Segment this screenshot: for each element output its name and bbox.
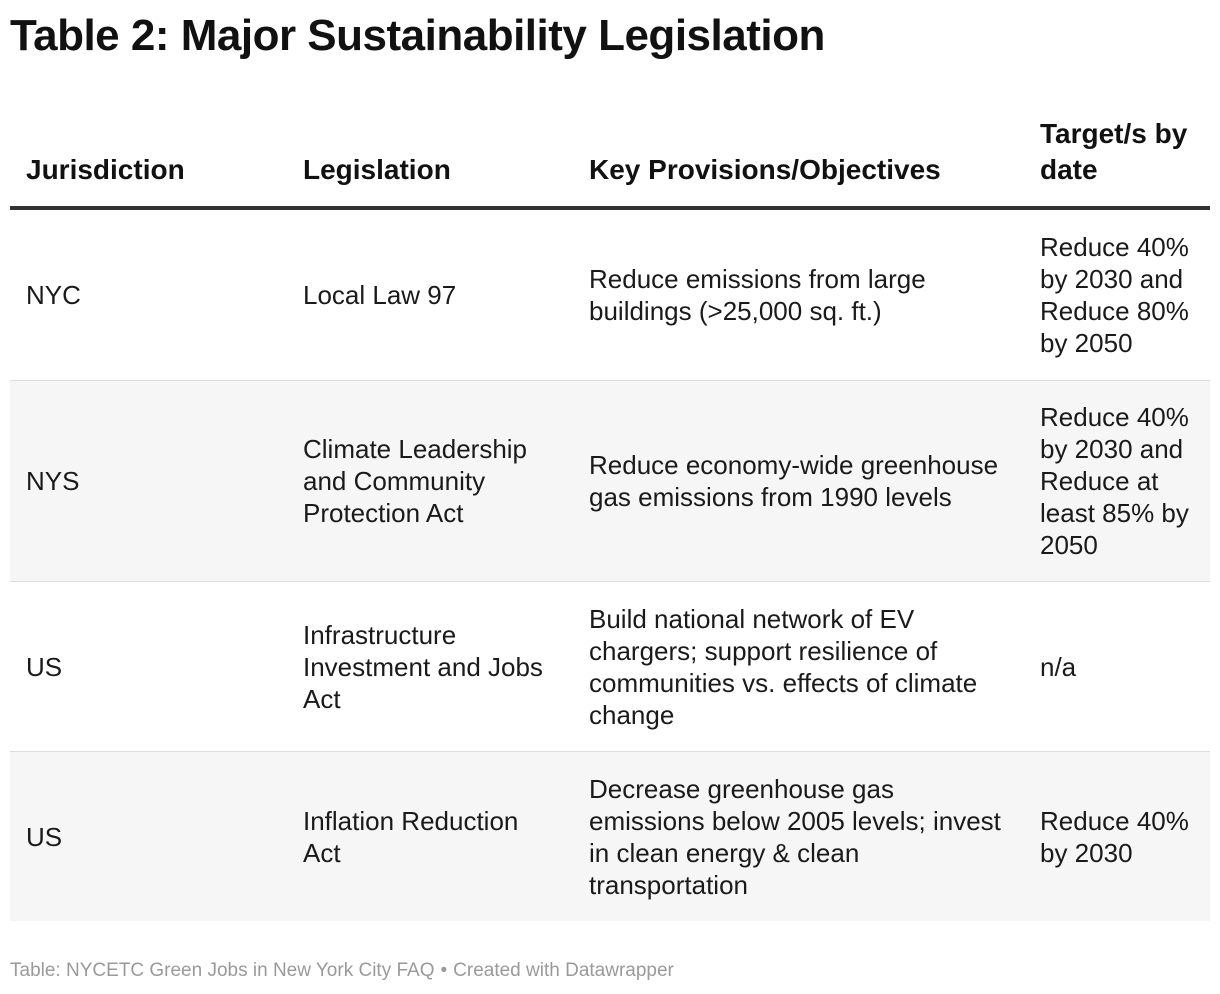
cell-target: Reduce 40% by 2030 [1024,751,1210,921]
table-row: NYS Climate Leadership and Community Pro… [10,380,1210,582]
table-row: US Infrastructure Investment and Jobs Ac… [10,581,1210,752]
legislation-table: Jurisdiction Legislation Key Provisions/… [10,116,1210,921]
cell-legislation: Local Law 97 [287,208,573,381]
cell-jurisdiction: US [10,751,287,921]
cell-jurisdiction: NYS [10,380,287,582]
cell-provisions: Reduce emissions from large buildings (>… [573,208,1024,381]
column-header-provisions[interactable]: Key Provisions/Objectives [573,116,1024,210]
cell-provisions: Build national network of EV chargers; s… [573,581,1024,752]
cell-legislation: Inflation Reduction Act [287,751,573,921]
cell-target: Reduce 40% by 2030 and Reduce at least 8… [1024,380,1210,582]
footer-separator: • [440,960,448,981]
table-row: US Inflation Reduction Act Decrease gree… [10,751,1210,921]
table-footer: Table: NYCETC Green Jobs in New York Cit… [10,958,674,984]
source-note: Table: NYCETC Green Jobs in New York Cit… [10,960,435,981]
legislation-table-container: Jurisdiction Legislation Key Provisions/… [10,116,1210,921]
cell-target: Reduce 40% by 2030 and Reduce 80% by 205… [1024,208,1210,381]
table-row: NYC Local Law 97 Reduce emissions from l… [10,208,1210,381]
table-header: Jurisdiction Legislation Key Provisions/… [10,116,1210,210]
cell-provisions: Decrease greenhouse gas emissions below … [573,751,1024,921]
column-header-jurisdiction[interactable]: Jurisdiction [10,116,287,210]
credit-note: Created with Datawrapper [453,960,674,981]
cell-jurisdiction: US [10,581,287,752]
cell-provisions: Reduce economy-wide greenhouse gas emiss… [573,380,1024,582]
table-body: NYC Local Law 97 Reduce emissions from l… [10,208,1210,921]
cell-jurisdiction: NYC [10,208,287,381]
header-row: Jurisdiction Legislation Key Provisions/… [10,116,1210,210]
column-header-legislation[interactable]: Legislation [287,116,573,210]
cell-target: n/a [1024,581,1210,752]
table-title: Table 2: Major Sustainability Legislatio… [10,11,825,60]
cell-legislation: Infrastructure Investment and Jobs Act [287,581,573,752]
column-header-target[interactable]: Target/s by date [1024,116,1210,210]
cell-legislation: Climate Leadership and Community Protect… [287,380,573,582]
